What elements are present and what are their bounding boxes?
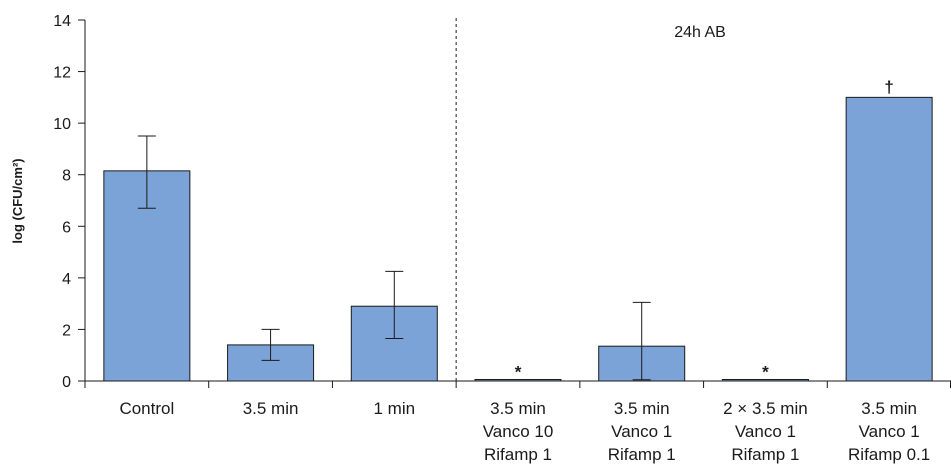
x-category-label: 1 min <box>373 399 415 418</box>
y-axis-title: log (CFU/cm²) <box>10 158 25 243</box>
significance-marker: * <box>762 363 769 382</box>
y-tick-label: 0 <box>62 374 71 391</box>
treatment-annotation: 24h AB <box>674 24 726 41</box>
significance-marker: † <box>884 77 893 96</box>
x-category-label: 3.5 min Vanco 10 Rifamp 1 <box>483 399 554 464</box>
error-bar <box>385 270 404 339</box>
bar <box>474 379 562 382</box>
x-category-label: 3.5 min Vanco 1 Rifamp 1 <box>608 399 676 464</box>
error-bar <box>632 301 651 381</box>
bar <box>721 379 809 382</box>
y-tick-label: 2 <box>62 322 71 339</box>
y-tick-label: 4 <box>62 271 71 288</box>
x-labels: Control 3.5 min 1 min 3.5 min Vanco 10 Rifamp… <box>119 399 930 464</box>
significance-marker: * <box>515 363 522 382</box>
x-category-label: Control <box>119 399 174 418</box>
y-tick-label: 12 <box>53 65 71 82</box>
error-bar <box>261 328 280 361</box>
x-category-label: 3.5 min <box>243 399 299 418</box>
y-ticks: 0 2 4 6 8 10 12 14 <box>53 13 85 391</box>
y-tick-label: 8 <box>62 168 71 185</box>
significance-markers: * * † <box>515 77 894 381</box>
x-category-label: 2 × 3.5 min Vanco 1 Rifamp 1 <box>723 399 808 464</box>
error-bar <box>137 135 156 209</box>
bar <box>845 96 933 382</box>
y-tick-label: 10 <box>53 116 71 133</box>
bars <box>103 96 933 382</box>
y-tick-label: 14 <box>53 13 71 30</box>
x-category-label: 3.5 min Vanco 1 Rifamp 0.1 <box>848 399 930 464</box>
y-tick-label: 6 <box>62 219 71 236</box>
error-bars <box>137 135 651 381</box>
axes <box>84 18 951 388</box>
